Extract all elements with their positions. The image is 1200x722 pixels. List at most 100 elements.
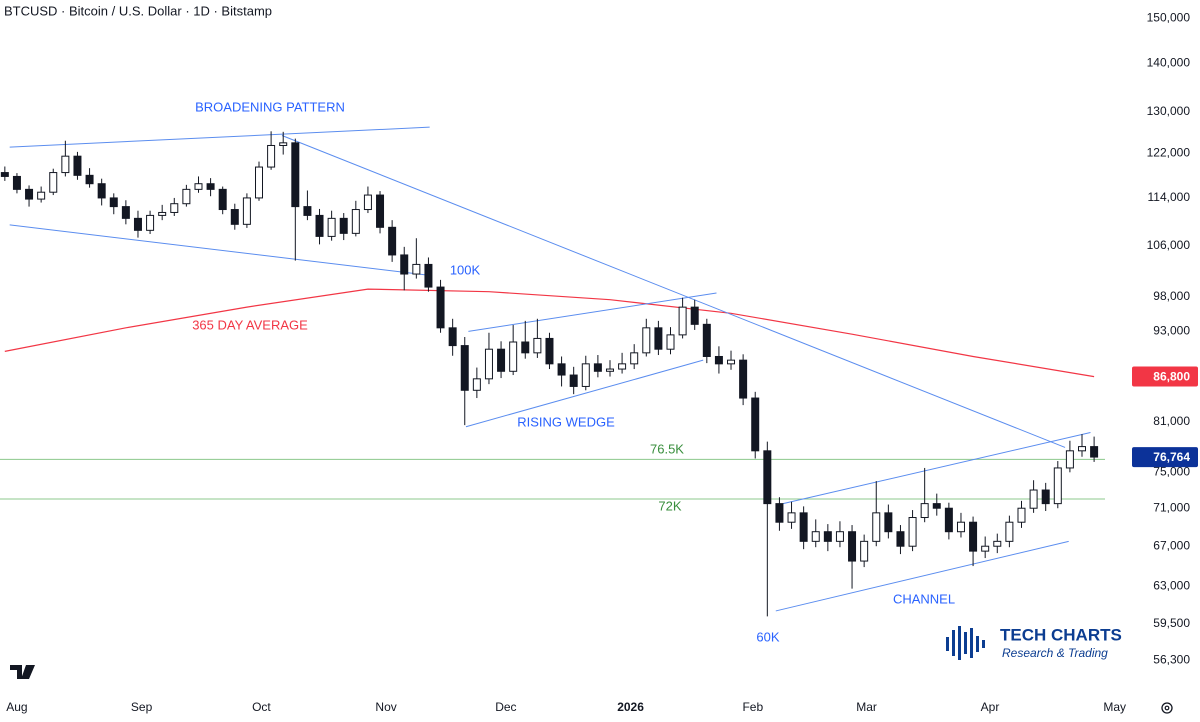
- candle-body: [1041, 489, 1050, 505]
- candle-body: [751, 397, 760, 452]
- candle-body: [714, 355, 723, 365]
- candle-body: [412, 263, 421, 275]
- y-tick-label: 106,000: [1147, 238, 1191, 252]
- candle-body: [133, 217, 142, 231]
- candle-body: [448, 327, 457, 347]
- candle-body: [37, 191, 46, 200]
- candle-body: [424, 263, 433, 288]
- candle-body: [678, 306, 687, 336]
- x-tick-label: Mar: [856, 700, 877, 714]
- y-tick-label: 81,000: [1153, 414, 1190, 428]
- candle-body: [351, 209, 360, 234]
- candle-body: [630, 352, 639, 365]
- x-tick-label: May: [1103, 700, 1126, 714]
- candle-body: [823, 531, 832, 542]
- candle-body: [969, 521, 978, 552]
- moving-average-line: [4, 288, 1095, 378]
- y-tick-label: 98,000: [1153, 289, 1190, 303]
- candle-body: [581, 363, 590, 387]
- candle-body: [654, 327, 663, 350]
- y-tick-label: 114,000: [1148, 190, 1191, 204]
- candle-body: [497, 348, 506, 372]
- y-tick-label: 63,000: [1153, 579, 1190, 593]
- x-tick-label: Dec: [495, 700, 516, 714]
- candle-body: [85, 174, 94, 185]
- candle-body: [1005, 521, 1014, 542]
- candle-body: [206, 183, 215, 190]
- candle-body: [255, 166, 264, 199]
- candle-body: [376, 194, 385, 228]
- candle-body: [690, 306, 699, 325]
- settings-gear[interactable]: [1161, 702, 1173, 714]
- candle-body: [799, 512, 808, 542]
- candle-body: [920, 503, 929, 519]
- candle-body: [291, 142, 300, 208]
- candle-body: [61, 155, 70, 174]
- annotation: 72K: [658, 498, 681, 513]
- candle-body: [388, 226, 397, 256]
- x-tick-label: Feb: [742, 700, 763, 714]
- candle-body: [993, 540, 1002, 547]
- candle-body: [315, 214, 324, 237]
- candle-body: [739, 359, 748, 399]
- trendline: [465, 359, 704, 428]
- candle-body: [400, 254, 409, 275]
- trendline: [9, 126, 430, 148]
- y-tick-label: 59,500: [1153, 616, 1190, 630]
- candle-body: [279, 142, 288, 146]
- trendline: [775, 540, 1069, 612]
- candle-body: [557, 363, 566, 376]
- candle-body: [170, 203, 179, 213]
- candle-body: [109, 197, 118, 208]
- candle-body: [339, 217, 348, 234]
- candle-body: [956, 521, 965, 533]
- trendline: [9, 224, 430, 276]
- candle-body: [1029, 489, 1038, 509]
- y-tick-label: 130,000: [1147, 104, 1191, 118]
- annotation: BROADENING PATTERN: [195, 99, 345, 114]
- trendline: [782, 431, 1091, 505]
- brand-logo: TECH CHARTS Research & Trading: [946, 625, 1122, 660]
- candle-body: [97, 183, 106, 199]
- x-tick-label: Aug: [6, 700, 27, 714]
- candle-body: [363, 194, 372, 211]
- candle-body: [763, 450, 772, 505]
- candle-body: [73, 155, 82, 176]
- settings-gear-center[interactable]: [1164, 705, 1170, 711]
- candle-body: [436, 286, 445, 329]
- candle-body: [194, 183, 203, 190]
- candle-body: [509, 341, 518, 372]
- brand-icon: [946, 626, 985, 660]
- candle-body: [944, 507, 953, 533]
- annotation: 365 DAY AVERAGE: [192, 317, 308, 332]
- candle-body: [908, 517, 917, 547]
- candle-body: [860, 540, 869, 562]
- settings-icon[interactable]: [1161, 702, 1173, 714]
- annotation: 76.5K: [650, 441, 684, 456]
- candle-body: [702, 323, 711, 357]
- candle-body: [593, 363, 602, 372]
- x-tick-label: Oct: [252, 700, 271, 714]
- y-tick-label: 122,000: [1147, 146, 1191, 160]
- candle-body: [460, 345, 469, 391]
- brand-subtitle: Research & Trading: [1002, 646, 1108, 660]
- candle-body: [569, 374, 578, 387]
- price-tag: [1132, 447, 1198, 468]
- candle-body: [1090, 446, 1099, 458]
- price-tag-label: 86,800: [1153, 370, 1190, 384]
- candle-body: [242, 197, 251, 225]
- x-tick-label: Apr: [981, 700, 1000, 714]
- tv-logo: [10, 665, 35, 679]
- candle-body: [605, 368, 614, 372]
- annotation: 60K: [756, 629, 779, 644]
- candle-body: [218, 188, 227, 211]
- candle-body: [1078, 446, 1087, 452]
- candle-body: [787, 512, 796, 523]
- annotation: CHANNEL: [893, 591, 955, 606]
- candle-body: [472, 378, 481, 391]
- candle-body: [981, 545, 990, 552]
- candle-body: [12, 175, 21, 190]
- candle-body: [835, 531, 844, 542]
